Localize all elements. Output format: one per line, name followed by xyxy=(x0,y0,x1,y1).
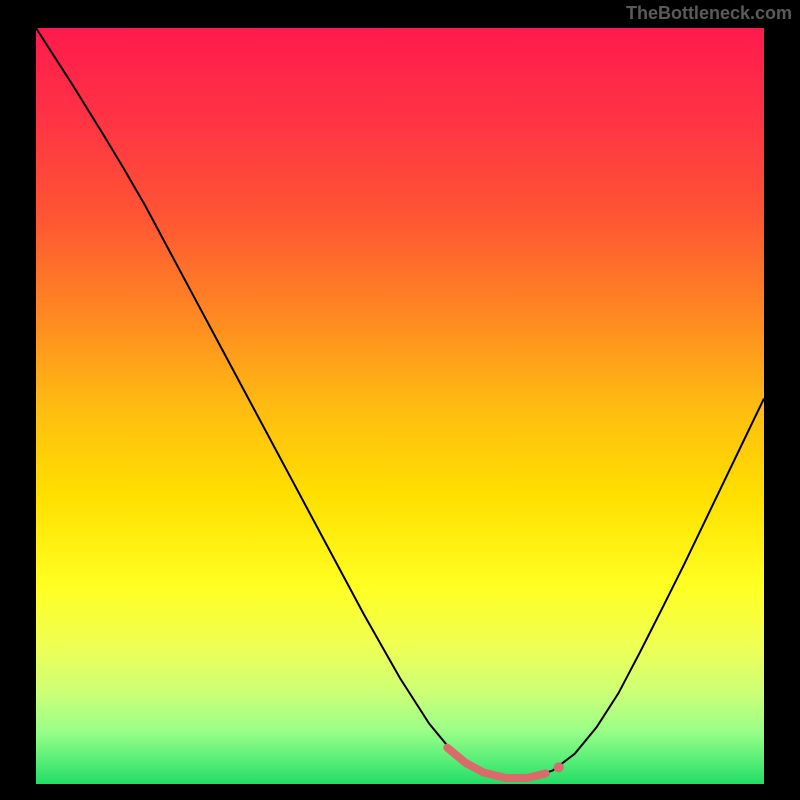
plot-area xyxy=(36,28,764,784)
highlight-overlay xyxy=(36,28,764,784)
highlight-dot xyxy=(554,762,564,772)
chart-container: TheBottleneck.com xyxy=(0,0,800,800)
watermark-text: TheBottleneck.com xyxy=(626,3,792,24)
highlight-path xyxy=(447,748,545,778)
